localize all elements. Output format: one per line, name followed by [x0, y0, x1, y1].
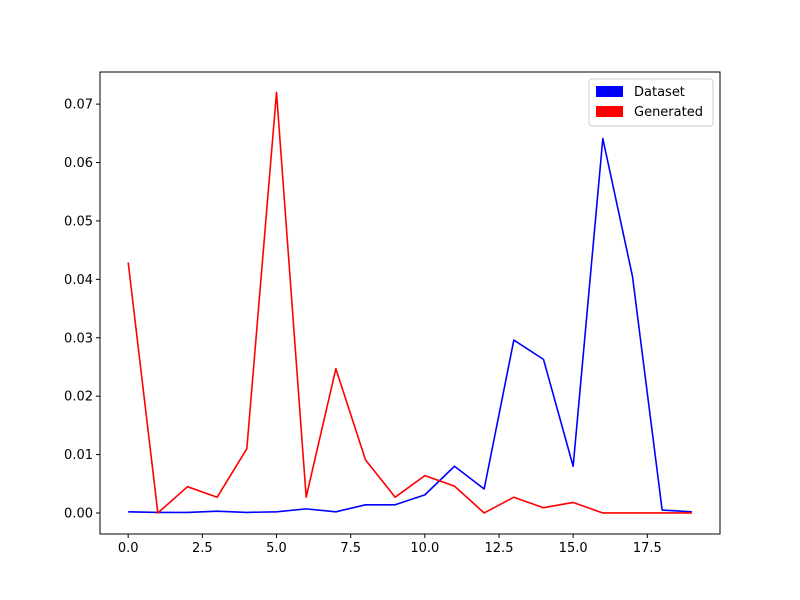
x-tick-label: 5.0	[266, 541, 287, 556]
y-tick-label: 0.01	[64, 448, 93, 463]
legend-swatch-dataset	[596, 86, 623, 97]
x-tick-label: 17.5	[633, 541, 662, 556]
y-tick-label: 0.02	[64, 390, 93, 405]
legend: Dataset Generated	[588, 78, 714, 127]
legend-label-dataset: Dataset	[634, 85, 685, 100]
series-line-generated	[127, 91, 692, 514]
x-axis: 0.0 2.5 5.0 7.5 10.0 12.5 15.0 17.5	[118, 534, 662, 556]
series-line-dataset	[128, 137, 692, 514]
y-tick-label: 0.07	[64, 98, 93, 113]
x-tick-label: 12.5	[485, 541, 514, 556]
axes-frame	[99, 71, 721, 535]
series-layer	[127, 91, 692, 514]
y-tick-label: 0.04	[64, 273, 93, 288]
y-tick-label: 0.06	[64, 156, 93, 171]
x-tick-label: 10.0	[410, 541, 439, 556]
y-axis: 0.00 0.01 0.02 0.03 0.04 0.05 0.06 0.07	[64, 98, 100, 521]
y-tick-label: 0.03	[64, 331, 93, 346]
y-tick-label: 0.05	[64, 214, 93, 229]
x-tick-label: 7.5	[340, 541, 361, 556]
legend-label-generated: Generated	[634, 105, 703, 120]
x-tick-label: 15.0	[559, 541, 588, 556]
legend-swatch-generated	[596, 106, 623, 117]
x-tick-label: 0.0	[118, 541, 139, 556]
x-tick-label: 2.5	[192, 541, 213, 556]
y-tick-label: 0.00	[64, 506, 93, 521]
